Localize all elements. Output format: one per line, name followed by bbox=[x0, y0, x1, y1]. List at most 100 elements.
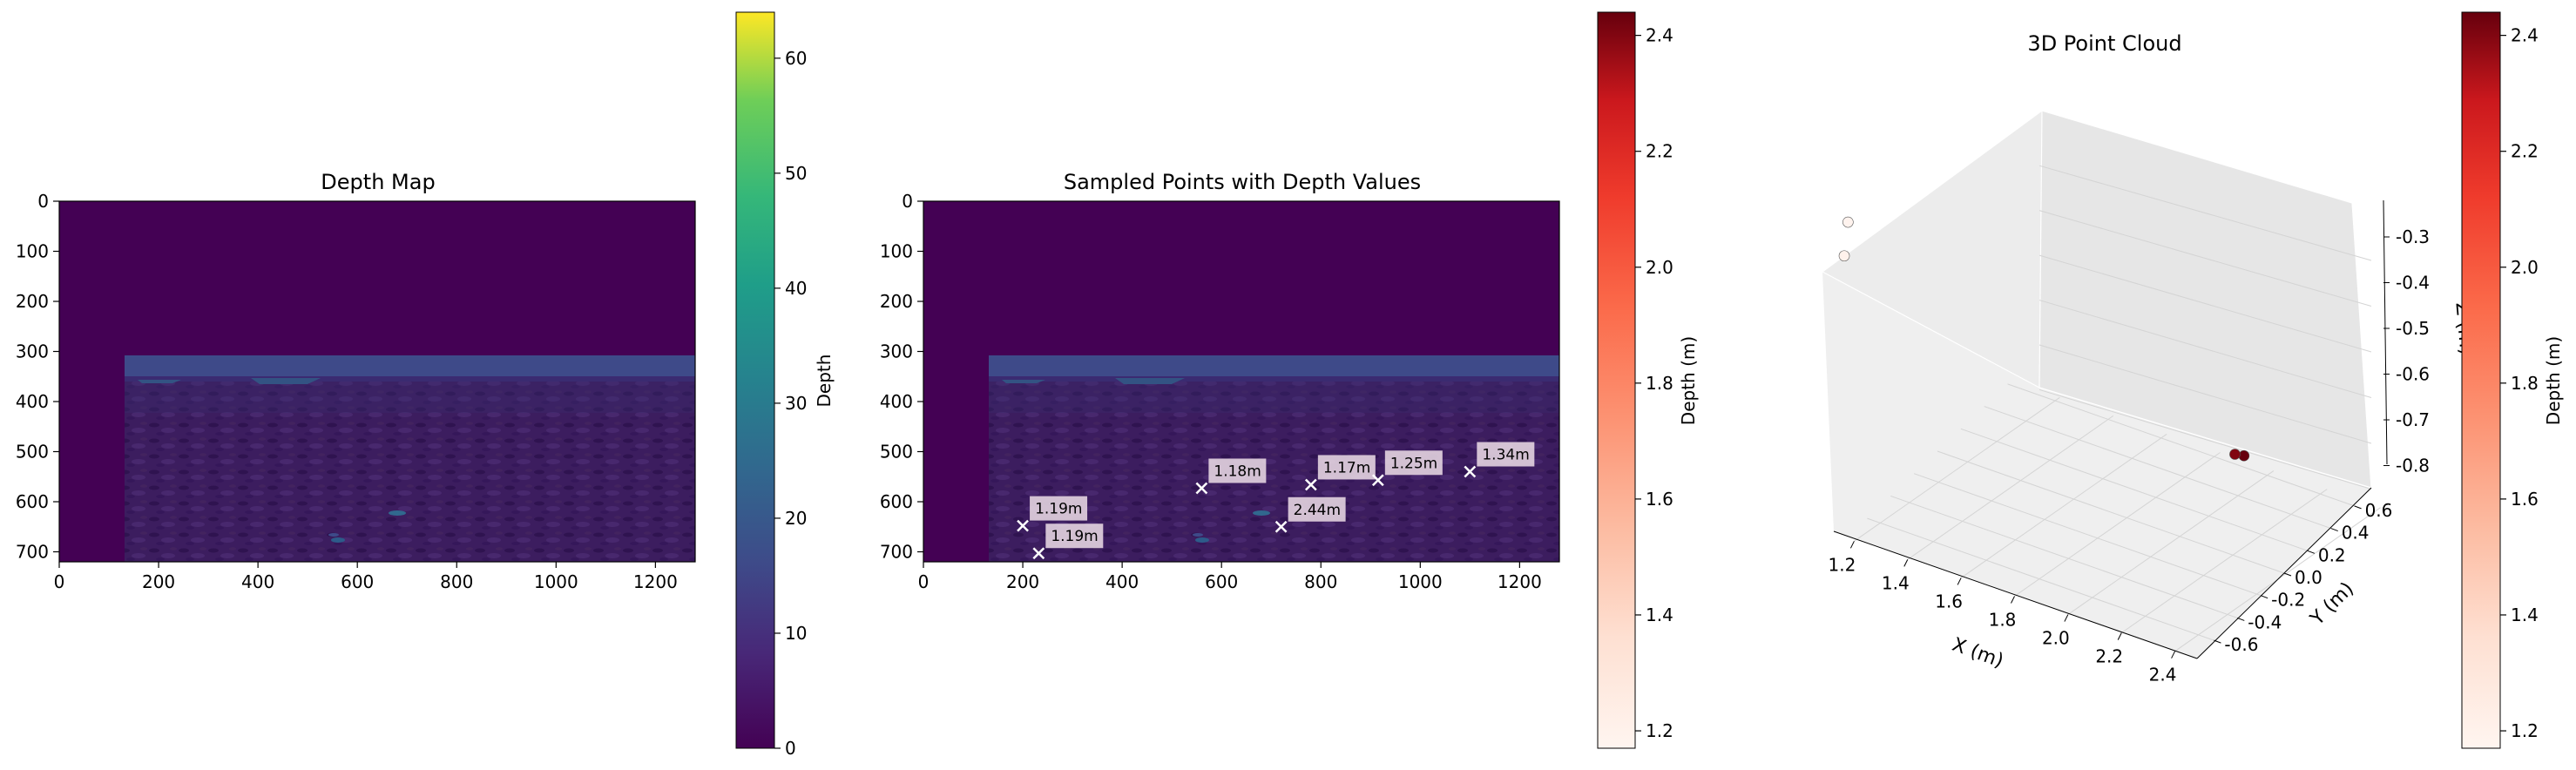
depth-colorbar-ticks: 0 10 20 30 40 50 60 bbox=[774, 48, 807, 759]
sampled-point: 1.19m bbox=[1017, 496, 1088, 532]
x-tick-label: 400 bbox=[1105, 571, 1139, 592]
depth-label-box bbox=[1030, 496, 1088, 521]
x-tick-label: 1.4 bbox=[1882, 572, 1910, 593]
sampled-points-panel: Sampled Points with Depth Values 1.19m 1.… bbox=[880, 11, 1699, 749]
x-tick-label: 2.4 bbox=[2149, 665, 2177, 686]
depth-colorbar bbox=[735, 11, 775, 749]
x-gridline bbox=[1854, 396, 2060, 542]
y-tick-label: 700 bbox=[16, 542, 49, 563]
x-tick-mark bbox=[1849, 541, 1855, 549]
colorbar-tick-label: 1.8 bbox=[2511, 373, 2539, 394]
depth-map-panel: Depth Map 0 200 400 600 800 1000 1200 01002003… bbox=[16, 11, 835, 759]
z-gridline bbox=[2038, 165, 2372, 261]
point-marker bbox=[1032, 547, 1045, 560]
point-cloud-points bbox=[1838, 216, 2250, 462]
x-tick-label: 200 bbox=[142, 571, 175, 592]
x-tick-label: 800 bbox=[1304, 571, 1337, 592]
y-tick-label: 200 bbox=[16, 291, 49, 312]
y-tick-label: -0.4 bbox=[2248, 611, 2282, 632]
sampled-point: 2.44m bbox=[1274, 496, 1346, 533]
z-tick-label: -0.8 bbox=[2396, 456, 2430, 476]
colorbar-tick-label: 0 bbox=[785, 738, 796, 759]
cloud-depth-colorbar-label: Depth (m) bbox=[2543, 336, 2564, 425]
z-tick-label: -0.4 bbox=[2396, 273, 2430, 294]
y-tick-mark bbox=[2260, 595, 2268, 599]
y-tick-label: 100 bbox=[16, 241, 49, 262]
y-tick-label: 500 bbox=[16, 442, 49, 463]
point-cloud-right-pane bbox=[2039, 111, 2371, 488]
colorbar-tick-label: 40 bbox=[785, 278, 807, 299]
y-tick-label: 400 bbox=[16, 391, 49, 412]
x-tick-mark bbox=[1903, 559, 1909, 567]
depth-colorbar-label: Depth bbox=[814, 355, 835, 408]
point-cloud-y-ticks: -0.6-0.4-0.20.00.20.40.6 bbox=[2214, 500, 2392, 655]
point-cloud-x-label: X (m) bbox=[1949, 634, 2006, 672]
point-cloud-x-axis bbox=[1833, 530, 2198, 659]
y-tick-label: 600 bbox=[16, 491, 49, 512]
depth-label-box bbox=[1477, 442, 1535, 467]
x-tick-label: 1200 bbox=[1498, 571, 1542, 592]
sampled-depth-colorbar bbox=[1597, 11, 1636, 749]
colorbar-tick-label: 1.4 bbox=[1646, 605, 1673, 625]
z-gridline bbox=[2038, 254, 2372, 353]
x-tick-label: 0 bbox=[54, 571, 65, 592]
sampled-points-y-ticks: 0 100 200 300 400 500 600 700 bbox=[880, 191, 923, 563]
point-cloud-left-pane bbox=[1822, 111, 2042, 388]
sampled-point: 1.18m bbox=[1195, 458, 1267, 495]
point-marker bbox=[1017, 519, 1029, 532]
depth-label-box bbox=[1045, 523, 1104, 549]
depth-label: 1.17m bbox=[1323, 459, 1370, 476]
y-tick-mark bbox=[2283, 572, 2292, 577]
point-cloud-title: 3D Point Cloud bbox=[2027, 31, 2181, 56]
x-tick-label: 600 bbox=[341, 571, 374, 592]
y-gridline bbox=[1937, 450, 2285, 574]
y-tick-label: 0 bbox=[37, 191, 49, 212]
y-tick-label: 0.4 bbox=[2342, 523, 2370, 544]
colorbar-tick-label: 60 bbox=[785, 48, 807, 69]
y-gridline bbox=[1960, 428, 2309, 551]
colorbar-tick-label: 2.0 bbox=[1646, 257, 1673, 278]
cloud-point bbox=[1842, 216, 1854, 228]
z-tick-label: -0.6 bbox=[2396, 364, 2430, 385]
sampled-depth-colorbar-ticks: 1.2 1.4 1.6 1.8 2.0 2.2 2.4 bbox=[1635, 25, 1673, 741]
cloud-depth-colorbar bbox=[2461, 11, 2501, 749]
x-tick-label: 400 bbox=[241, 571, 274, 592]
depth-label-box bbox=[1208, 458, 1267, 483]
x-tick-label: 1.8 bbox=[1989, 610, 2017, 631]
y-tick-label: -0.2 bbox=[2271, 590, 2305, 611]
x-tick-label: 1200 bbox=[633, 571, 678, 592]
y-tick-label: 0.6 bbox=[2365, 500, 2393, 521]
x-gridline bbox=[2014, 452, 2221, 597]
depth-map-y-ticks: 0 100 200 300 400 500 600 700 bbox=[16, 191, 59, 563]
z-gridline bbox=[2038, 388, 2372, 490]
x-gridline bbox=[2120, 489, 2328, 634]
x-gridline bbox=[2067, 470, 2275, 615]
depth-label: 1.25m bbox=[1390, 455, 1437, 472]
z-gridline bbox=[2038, 344, 2372, 444]
colorbar-tick-label: 2.2 bbox=[2511, 141, 2539, 162]
sampled-depth-colorbar-label: Depth (m) bbox=[1678, 336, 1699, 425]
y-gridline bbox=[2007, 383, 2355, 507]
colorbar-tick-label: 10 bbox=[785, 623, 807, 644]
colorbar-tick-label: 2.4 bbox=[2511, 25, 2539, 46]
point-cloud-grid bbox=[1822, 110, 2372, 489]
y-tick-label: 0.0 bbox=[2295, 567, 2322, 588]
sampled-points-title: Sampled Points with Depth Values bbox=[1064, 170, 1421, 194]
z-gridline bbox=[2038, 210, 2372, 307]
sampled-point: 1.25m bbox=[1371, 450, 1443, 487]
colorbar-tick-label: 1.4 bbox=[2511, 605, 2539, 625]
point-cloud-z-ticks: -0.3 -0.4 -0.5 -0.6 -0.7 -0.8 bbox=[2383, 226, 2430, 476]
x-tick-label: 600 bbox=[1205, 571, 1238, 592]
sampled-points-layer: 1.19m 1.19m 1.18m 1.17m 1.25m 1.34m 2.44m bbox=[1017, 442, 1535, 560]
point-marker bbox=[1195, 482, 1208, 495]
depth-label: 1.34m bbox=[1482, 447, 1529, 464]
x-tick-label: 1000 bbox=[534, 571, 578, 592]
z-tick-label: -0.5 bbox=[2396, 318, 2430, 339]
point-cloud-gridlines bbox=[1854, 165, 2381, 652]
x-tick-label: 2.0 bbox=[2042, 628, 2070, 649]
depth-label: 2.44m bbox=[1294, 502, 1341, 519]
y-tick-label: 600 bbox=[880, 491, 913, 512]
y-tick-label: -0.6 bbox=[2224, 634, 2258, 655]
point-marker bbox=[1304, 478, 1317, 491]
sampled-points-image bbox=[923, 201, 1559, 562]
